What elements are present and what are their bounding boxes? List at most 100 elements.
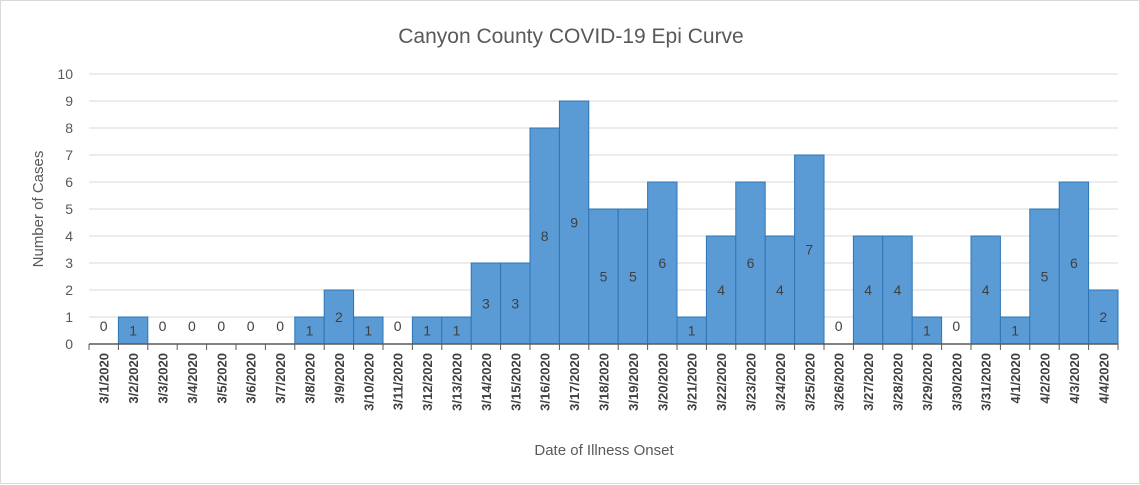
data-label: 2 <box>335 309 343 325</box>
x-tick-label: 3/12/2020 <box>420 353 435 411</box>
x-tick-label: 3/18/2020 <box>597 353 612 411</box>
bar <box>1058 181 1090 345</box>
data-label: 1 <box>423 323 431 339</box>
x-tick-label: 3/14/2020 <box>479 353 494 411</box>
x-tick-label: 3/25/2020 <box>802 353 817 411</box>
bar <box>353 316 384 345</box>
y-tick-label: 8 <box>65 120 73 136</box>
x-tick-label: 3/7/2020 <box>273 353 288 404</box>
data-label: 5 <box>629 269 637 285</box>
y-axis-label: Number of Cases <box>30 151 47 268</box>
bar <box>705 235 737 345</box>
bar <box>617 208 649 345</box>
data-label: 4 <box>894 282 902 298</box>
x-tick-label: 4/2/2020 <box>1038 353 1053 404</box>
bar <box>294 316 325 345</box>
x-tick-label: 3/6/2020 <box>244 353 259 404</box>
y-tick-label: 2 <box>65 282 73 298</box>
y-tick-label: 1 <box>65 309 73 325</box>
x-tick-label: 4/1/2020 <box>1008 353 1023 404</box>
x-tick-label: 3/16/2020 <box>538 353 553 411</box>
data-label: 5 <box>600 269 608 285</box>
x-tick-label: 3/31/2020 <box>979 353 994 411</box>
bar <box>441 316 472 345</box>
x-tick-label: 3/2/2020 <box>126 353 141 404</box>
data-label: 0 <box>276 318 284 334</box>
data-label: 9 <box>570 215 578 231</box>
data-label: 0 <box>159 318 167 334</box>
x-tick-label: 3/9/2020 <box>332 353 347 404</box>
x-tick-label: 3/24/2020 <box>773 353 788 411</box>
y-tick-label: 4 <box>65 228 73 244</box>
x-tick-label: 3/29/2020 <box>920 353 935 411</box>
data-label: 1 <box>1011 323 1019 339</box>
x-tick-label: 4/4/2020 <box>1096 353 1111 404</box>
bar <box>676 316 707 345</box>
y-tick-label: 6 <box>65 174 73 190</box>
data-label: 1 <box>923 323 931 339</box>
x-tick-label: 3/22/2020 <box>714 353 729 411</box>
y-tick-label: 3 <box>65 255 73 271</box>
x-tick-label: 3/11/2020 <box>391 353 406 410</box>
data-label: 6 <box>658 255 666 271</box>
bar <box>558 100 590 345</box>
x-tick-label: 3/13/2020 <box>450 353 465 411</box>
x-tick-label: 3/30/2020 <box>949 353 964 411</box>
data-label: 0 <box>835 318 843 334</box>
data-label: 5 <box>1041 269 1049 285</box>
y-tick-label: 5 <box>65 201 73 217</box>
data-label: 8 <box>541 228 549 244</box>
x-tick-label: 3/19/2020 <box>626 353 641 411</box>
bar <box>970 235 1001 345</box>
x-tick-label: 3/27/2020 <box>861 353 876 411</box>
y-tick-label: 7 <box>65 147 73 163</box>
data-label: 0 <box>100 318 108 334</box>
x-tick-label: 3/26/2020 <box>832 353 847 411</box>
bar <box>470 262 502 345</box>
y-tick-label: 9 <box>65 93 73 109</box>
x-tick-label: 3/1/2020 <box>97 353 112 404</box>
data-label: 4 <box>864 282 872 298</box>
data-label: 1 <box>306 323 314 339</box>
bar <box>911 316 943 345</box>
x-tick-label: 3/3/2020 <box>156 353 171 404</box>
data-label: 0 <box>394 318 402 334</box>
data-label: 4 <box>717 282 725 298</box>
bar <box>1029 208 1060 345</box>
data-label: 4 <box>982 282 990 298</box>
data-label: 1 <box>129 323 137 339</box>
x-tick-label: 3/28/2020 <box>891 353 906 411</box>
x-tick-label: 3/20/2020 <box>655 353 670 411</box>
x-tick-label: 3/5/2020 <box>214 353 229 404</box>
x-tick-label: 3/10/2020 <box>361 353 376 411</box>
bar <box>647 181 678 345</box>
data-label: 1 <box>364 323 372 339</box>
data-label: 6 <box>1070 255 1078 271</box>
bar <box>117 316 149 345</box>
bar <box>529 127 560 345</box>
data-label: 0 <box>188 318 196 334</box>
bar <box>411 316 443 345</box>
x-tick-label: 3/15/2020 <box>508 353 523 411</box>
data-label: 7 <box>805 242 813 258</box>
x-tick-label: 3/8/2020 <box>303 353 318 404</box>
chart-title: Canyon County COVID-19 Epi Curve <box>398 25 744 48</box>
x-tick-label: 3/21/2020 <box>685 353 700 411</box>
x-tick-label: 3/4/2020 <box>185 353 200 404</box>
data-label: 3 <box>482 296 490 312</box>
data-label: 3 <box>511 296 519 312</box>
data-label: 4 <box>776 282 784 298</box>
data-label: 0 <box>217 318 225 334</box>
data-label: 0 <box>247 318 255 334</box>
x-tick-label: 4/3/2020 <box>1067 353 1082 404</box>
y-tick-label: 0 <box>65 336 73 352</box>
data-label: 1 <box>688 323 696 339</box>
data-label: 0 <box>952 318 960 334</box>
bar <box>882 235 913 345</box>
bar <box>794 154 825 345</box>
bar <box>852 235 884 345</box>
bar <box>735 181 766 345</box>
y-tick-label: 10 <box>57 66 73 82</box>
